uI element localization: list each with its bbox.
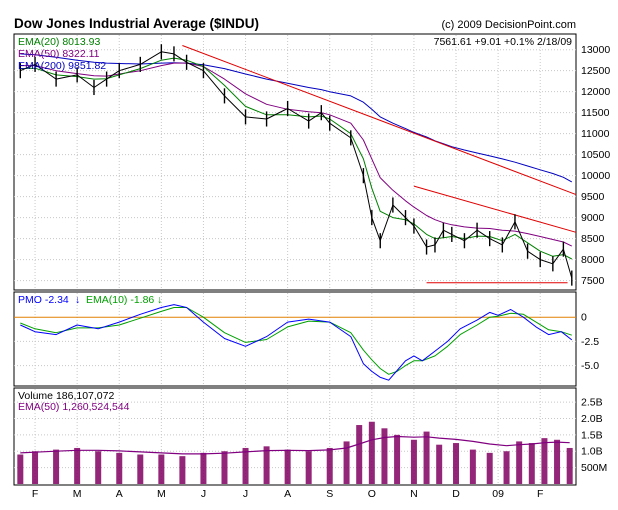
volume-bar — [410, 439, 417, 484]
ema200-series-line — [20, 53, 573, 183]
month-tick-label: N — [410, 488, 418, 500]
pmo-ema-arrow-icon: ↓ — [157, 294, 162, 306]
axis-labels: F M A M J J A S O N D 09 F 7500 8000 8500 9000 9500 10000 1… — [32, 44, 611, 500]
volume-bar — [503, 451, 510, 484]
volume-bar — [453, 443, 460, 484]
volume-bar — [554, 439, 561, 484]
volume-bar — [137, 454, 144, 484]
volume-bar — [221, 451, 228, 484]
month-tick-label: J — [201, 488, 206, 500]
price-panel-frame — [13, 33, 577, 291]
volume-panel — [17, 421, 573, 484]
volume-bar — [356, 425, 363, 484]
volume-bar — [263, 446, 270, 484]
volume-bar — [343, 441, 350, 484]
y-tick-label: 10000 — [581, 170, 610, 182]
upper-trendline — [182, 45, 577, 196]
volume-bar — [423, 431, 430, 484]
month-tick-label: O — [368, 488, 376, 500]
month-tick-label: A — [116, 488, 123, 500]
month-tick-label: M — [73, 488, 82, 500]
legend-ema50: EMA(50) 8322.11 — [18, 48, 100, 60]
y-tick-label: 10500 — [581, 149, 610, 161]
y-tick-label: -2.5 — [581, 336, 599, 348]
ema20-series-line — [20, 57, 573, 260]
ema50-series-line — [20, 62, 573, 247]
y-tick-label: 2.0B — [581, 413, 603, 425]
month-tick-label: 09 — [492, 488, 504, 500]
y-tick-label: 2.5B — [581, 397, 603, 409]
y-tick-label: 12500 — [581, 65, 610, 77]
pmo-ema-legend: EMA(10) -1.86 — [86, 294, 154, 306]
y-tick-label: 8000 — [581, 254, 605, 266]
volume-bar — [200, 452, 207, 484]
y-tick-label: 11500 — [581, 107, 610, 119]
y-tick-label: 500M — [581, 462, 607, 474]
month-tick-label: S — [326, 488, 333, 500]
volume-bar — [242, 447, 249, 484]
volume-bar — [53, 449, 60, 484]
pmo-panel-frame — [13, 291, 577, 387]
volume-bar — [394, 434, 401, 484]
y-tick-label: 1.5B — [581, 429, 603, 441]
y-tick-label: 13000 — [581, 44, 610, 56]
y-tick-label: 1.0B — [581, 446, 603, 458]
legend-ema20: EMA(20) 8013.93 — [18, 36, 100, 48]
volume-bar — [528, 443, 535, 484]
volume-bar — [541, 438, 548, 484]
volume-bar — [516, 441, 523, 484]
grid-lines — [14, 35, 576, 484]
price-quote: 7561.61 +9.01 +0.1% 2/18/09 — [434, 36, 573, 48]
y-tick-label: 12000 — [581, 86, 610, 98]
volume-ema-line — [20, 435, 570, 455]
copyright-label: (c) 2009 DecisionPoint.com — [441, 19, 576, 31]
volume-bar — [95, 451, 102, 484]
volume-bar — [469, 449, 476, 484]
pmo-legend: PMO -2.34 — [18, 294, 69, 306]
chart-title: Dow Jones Industrial Average ($INDU) — [14, 16, 259, 31]
price-series-line — [20, 51, 573, 279]
volume-bar — [326, 447, 333, 484]
price-panel — [19, 44, 577, 286]
volume-bar — [158, 454, 165, 484]
volume-bar — [179, 456, 186, 484]
volume-bar — [17, 454, 24, 484]
y-tick-label: 7500 — [581, 275, 605, 287]
volume-panel-frame — [13, 387, 577, 486]
pmo-panel — [14, 304, 576, 381]
pmo-arrow-icon: ↓ — [75, 294, 80, 306]
volume-bar — [32, 451, 39, 484]
volume-ema-legend: EMA(50) 1,260,524,544 — [18, 401, 130, 413]
y-tick-label: 11000 — [581, 128, 610, 140]
pmo-line — [20, 304, 573, 381]
month-tick-label: F — [32, 488, 38, 500]
y-tick-label: 9500 — [581, 191, 605, 203]
volume-bar — [305, 451, 312, 484]
volume-bar — [381, 428, 388, 484]
volume-bar — [486, 452, 493, 484]
volume-bar — [74, 447, 81, 484]
volume-bar — [566, 447, 573, 484]
legend-ema200: EMA(200) 9851.82 — [18, 60, 106, 72]
volume-bar — [116, 452, 123, 484]
y-tick-label: 9000 — [581, 212, 605, 224]
y-tick-label: 8500 — [581, 233, 605, 245]
volume-bar — [436, 444, 443, 484]
volume-legend: Volume 186,107,072 — [18, 390, 114, 402]
volume-bar — [284, 449, 291, 484]
volume-bar — [368, 421, 375, 484]
month-tick-label: A — [284, 488, 291, 500]
pmo-signal-line — [20, 307, 572, 375]
month-tick-label: D — [452, 488, 460, 500]
y-tick-label: 0 — [581, 312, 587, 324]
month-tick-label: M — [157, 488, 166, 500]
month-tick-label: F — [537, 488, 543, 500]
lower-trendline — [413, 185, 577, 233]
month-tick-label: J — [243, 488, 248, 500]
y-tick-label: -5.0 — [581, 360, 599, 372]
